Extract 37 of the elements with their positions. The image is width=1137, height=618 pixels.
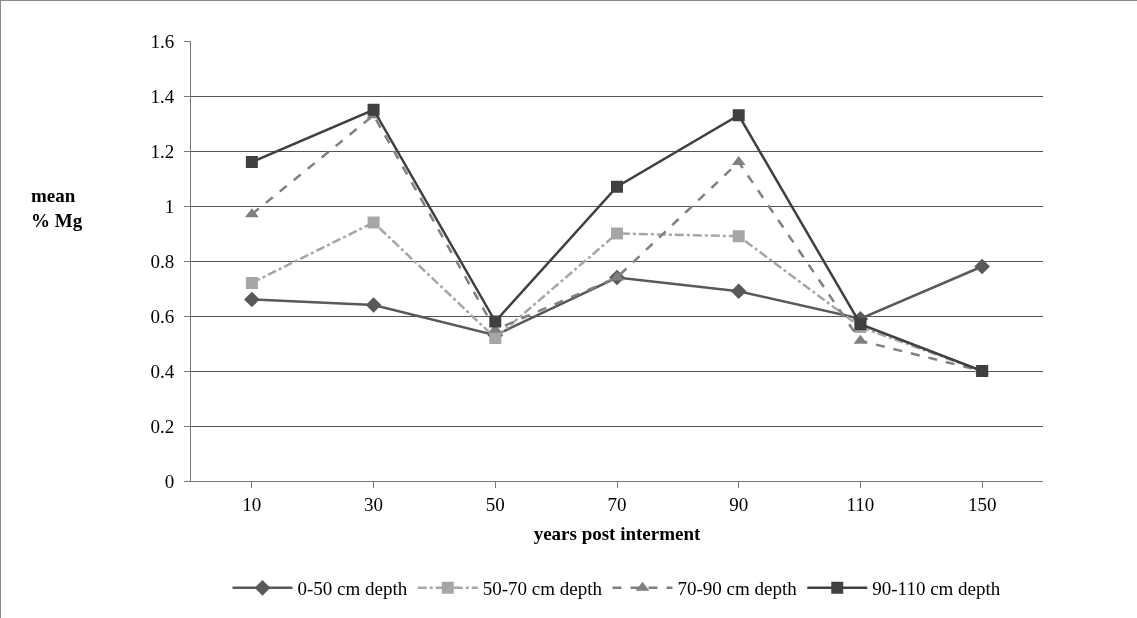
point: [489, 332, 502, 344]
x-tick-label: 150: [967, 493, 997, 515]
x-tick-label: 30: [364, 493, 384, 515]
point: [732, 230, 745, 243]
point: [610, 271, 624, 281]
point: [489, 315, 502, 328]
point: [974, 258, 990, 275]
legend-label: 0-50 cm depth: [297, 578, 408, 600]
point: [730, 283, 747, 300]
y-tick-label: 1.6: [150, 30, 175, 52]
y-tick-label: 1.2: [150, 140, 175, 162]
y-tick-label: 1.4: [150, 85, 175, 107]
point: [611, 180, 623, 193]
point: [732, 109, 745, 122]
y-tick-label: 0.4: [150, 360, 175, 382]
legend-label: 70-90 cm depth: [677, 578, 798, 600]
legend-label: 50-70 cm depth: [482, 578, 603, 600]
y-tick-label: 0.8: [150, 250, 175, 272]
y-tick-label: 1: [164, 195, 175, 217]
y-axis-title: mean % Mg: [31, 185, 83, 231]
point: [245, 277, 258, 289]
x-tick-label: 50: [485, 493, 505, 515]
x-tick-label: 10: [242, 493, 262, 515]
x-tick-label: 110: [846, 493, 875, 515]
y-tick-label: 0.2: [150, 415, 175, 437]
point: [365, 297, 382, 313]
point: [367, 216, 380, 229]
legend-label: 90-110 cm depth: [872, 578, 1001, 600]
y-tick-label: 0.6: [150, 305, 175, 327]
point: [367, 103, 380, 116]
x-tick-label: 70: [607, 493, 627, 515]
point: [244, 291, 260, 308]
x-axis-title: years post interment: [533, 522, 702, 544]
point: [245, 156, 258, 168]
x-tick-label: 90: [729, 493, 749, 515]
point: [611, 227, 623, 240]
y-tick-label: 0: [164, 470, 175, 492]
